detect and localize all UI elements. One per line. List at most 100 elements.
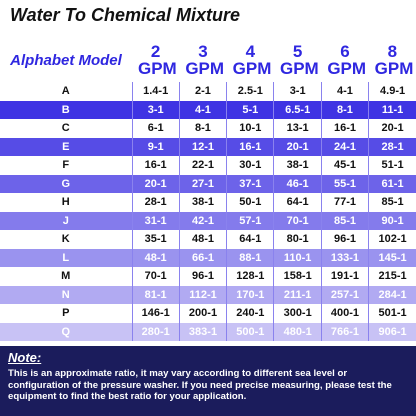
model-cell: J bbox=[0, 211, 133, 230]
ratio-cell: 46-1 bbox=[273, 174, 322, 193]
ratio-cell: 50-1 bbox=[226, 193, 275, 212]
ratio-cell: 24-1 bbox=[321, 137, 370, 156]
ratio-cell: 284-1 bbox=[378, 288, 407, 301]
ratio-cell: 6.5-1 bbox=[273, 100, 322, 119]
ratio-cell: 70-1 bbox=[273, 211, 322, 230]
model-cell: G bbox=[0, 174, 133, 193]
ratio-cell: 31-1 bbox=[132, 211, 180, 230]
model-cell: H bbox=[0, 193, 133, 212]
table-row: B 3-1 4-1 5-1 6.5-1 8-1 11-1 bbox=[0, 100, 416, 119]
header-cell-gpm: 6 GPM bbox=[327, 42, 367, 78]
ratio-cell: 13-1 bbox=[273, 119, 322, 138]
ratio-cell: 4.9-1 bbox=[380, 85, 406, 98]
table-row: K 35-1 48-1 64-1 80-1 96-1 102-1 bbox=[0, 230, 416, 249]
table-row: P 146-1 200-1 240-1 300-1 400-1 501-1 bbox=[0, 304, 416, 323]
note-text: This is an approximate ratio, it may var… bbox=[8, 368, 392, 402]
ratio-cell: 9-1 bbox=[132, 137, 180, 156]
ratio-cell: 27-1 bbox=[179, 174, 228, 193]
ratio-cell: 102-1 bbox=[378, 233, 407, 246]
ratio-cell: 57-1 bbox=[226, 211, 275, 230]
model-cell: B bbox=[0, 100, 133, 119]
ratio-cell: 215-1 bbox=[378, 270, 407, 283]
ratio-cell: 80-1 bbox=[273, 230, 322, 249]
ratio-cell: 35-1 bbox=[132, 230, 180, 249]
ratio-cell: 12-1 bbox=[179, 137, 228, 156]
title: Water To Chemical Mixture bbox=[10, 5, 241, 25]
ratio-cell: 96-1 bbox=[321, 230, 370, 249]
model-cell: M bbox=[0, 267, 133, 286]
ratio-cell: 96-1 bbox=[179, 267, 228, 286]
ratio-cell: 257-1 bbox=[321, 285, 370, 304]
ratio-cell: 500-1 bbox=[226, 322, 275, 341]
note-box: Note: This is an approximate ratio, it m… bbox=[0, 346, 416, 416]
model-cell: N bbox=[0, 285, 133, 304]
ratio-cell: 480-1 bbox=[273, 322, 322, 341]
table-row: G 20-1 27-1 37-1 46-1 55-1 61-1 bbox=[0, 174, 416, 193]
ratio-cell: 30-1 bbox=[226, 156, 275, 175]
model-cell: F bbox=[0, 156, 133, 175]
model-cell: L bbox=[0, 248, 133, 267]
table-row: Q 280-1 383-1 500-1 480-1 766-1 906-1 bbox=[0, 322, 416, 341]
table-body: A 1.4-1 2-1 2.5-1 3-1 4-1 4.9-1 B 3-1 4-1 5-1 6.5-1… bbox=[0, 82, 416, 341]
ratio-cell: 70-1 bbox=[132, 267, 180, 286]
table-row: N 81-1 112-1 170-1 211-1 257-1 284-1 bbox=[0, 285, 416, 304]
ratio-cell: 81-1 bbox=[132, 285, 180, 304]
note-heading: Note: bbox=[8, 350, 42, 365]
ratio-cell: 77-1 bbox=[321, 193, 370, 212]
header-cell-model: Alphabet Model bbox=[10, 51, 122, 69]
ratio-cell: 90-1 bbox=[381, 214, 404, 227]
ratio-cell: 16-1 bbox=[132, 156, 180, 175]
ratio-cell: 28-1 bbox=[381, 140, 404, 153]
ratio-cell: 158-1 bbox=[273, 267, 322, 286]
ratio-table: Alphabet Model 2 GPM 3 GPM 4 GPM 5 GPM 6 GPM 8… bbox=[0, 38, 416, 341]
table-row: A 1.4-1 2-1 2.5-1 3-1 4-1 4.9-1 bbox=[0, 82, 416, 101]
ratio-cell: 16-1 bbox=[321, 119, 370, 138]
ratio-cell: 66-1 bbox=[179, 248, 228, 267]
table-row: E 9-1 12-1 16-1 20-1 24-1 28-1 bbox=[0, 137, 416, 156]
ratio-cell: 2.5-1 bbox=[226, 82, 275, 101]
ratio-cell: 37-1 bbox=[226, 174, 275, 193]
ratio-cell: 85-1 bbox=[321, 211, 370, 230]
ratio-cell: 128-1 bbox=[226, 267, 275, 286]
ratio-cell: 38-1 bbox=[273, 156, 322, 175]
table-row: H 28-1 38-1 50-1 64-1 77-1 85-1 bbox=[0, 193, 416, 212]
ratio-cell: 38-1 bbox=[179, 193, 228, 212]
model-cell: C bbox=[0, 119, 133, 138]
ratio-cell: 64-1 bbox=[226, 230, 275, 249]
ratio-cell: 42-1 bbox=[179, 211, 228, 230]
ratio-cell: 45-1 bbox=[321, 156, 370, 175]
ratio-cell: 191-1 bbox=[321, 267, 370, 286]
ratio-cell: 6-1 bbox=[132, 119, 180, 138]
ratio-cell: 28-1 bbox=[132, 193, 180, 212]
ratio-cell: 48-1 bbox=[179, 230, 228, 249]
ratio-cell: 20-1 bbox=[381, 122, 404, 135]
ratio-cell: 501-1 bbox=[378, 307, 407, 320]
ratio-cell: 766-1 bbox=[321, 322, 370, 341]
ratio-cell: 110-1 bbox=[273, 248, 322, 267]
table-row: L 48-1 66-1 88-1 110-1 133-1 145-1 bbox=[0, 248, 416, 267]
header-cell-gpm: 3 GPM bbox=[185, 42, 225, 78]
ratio-cell: 55-1 bbox=[321, 174, 370, 193]
table-row: F 16-1 22-1 30-1 38-1 45-1 51-1 bbox=[0, 156, 416, 175]
ratio-cell: 11-1 bbox=[381, 103, 404, 116]
ratio-cell: 10-1 bbox=[226, 119, 275, 138]
ratio-cell: 8-1 bbox=[179, 119, 228, 138]
ratio-cell: 280-1 bbox=[132, 322, 180, 341]
ratio-cell: 3-1 bbox=[273, 82, 322, 101]
ratio-cell: 1.4-1 bbox=[132, 82, 180, 101]
ratio-cell: 3-1 bbox=[132, 100, 180, 119]
header-cell-gpm: 8 GPM bbox=[374, 42, 414, 78]
header-cell-gpm: 4 GPM bbox=[232, 42, 272, 78]
header-cell-gpm: 2 GPM bbox=[138, 42, 177, 78]
model-cell: Q bbox=[0, 322, 133, 341]
ratio-cell: 145-1 bbox=[378, 251, 407, 264]
ratio-cell: 200-1 bbox=[179, 304, 228, 323]
ratio-cell: 4-1 bbox=[321, 82, 370, 101]
model-cell: P bbox=[0, 304, 133, 323]
ratio-cell: 48-1 bbox=[132, 248, 180, 267]
model-cell: K bbox=[0, 230, 133, 249]
ratio-cell: 20-1 bbox=[273, 137, 322, 156]
ratio-cell: 5-1 bbox=[226, 100, 275, 119]
ratio-cell: 20-1 bbox=[132, 174, 180, 193]
